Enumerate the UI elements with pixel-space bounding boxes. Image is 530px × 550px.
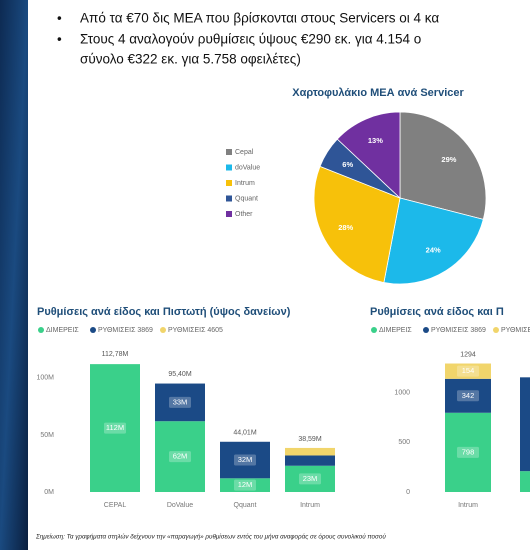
bar-segment [285,465,335,492]
bar-segment [445,412,491,492]
segment-label-box [234,454,256,466]
segment-label: 112M [106,423,124,432]
y-tick-label: 50M [40,432,54,439]
slice-label: 24% [426,245,441,254]
legend-dot [90,327,96,333]
bar-segment [520,377,530,472]
x-tick-label: DoValue [167,502,193,509]
legend-label: Qquant [235,195,258,202]
segment-label-box [299,473,321,485]
slice-label: 13% [368,136,383,145]
bullet-dot: • [57,11,62,26]
legend-label: doValue [235,164,260,171]
chart-title: Ρυθμίσεις ανά είδος και Π [370,306,504,318]
bullet: Από τα €70 δις ΜΕΑ που βρίσκονται στους … [80,11,439,26]
legend-label: Intrum [235,180,255,187]
bullet: σύνολο €322 εκ. για 5.758 οφειλέτες) [80,52,301,67]
total-label: 112,78M [102,351,129,358]
legend-dot [38,327,44,333]
x-tick-label: CEPAL [104,502,127,509]
bullet: Στους 4 αναλογούν ρυθμίσεις ύψους €290 ε… [80,32,421,47]
legend-label: ΡΥΘΜΙΣΕΙΣ 4605 [168,327,223,334]
pie-slice [399,111,487,220]
legend-dot [371,327,377,333]
legend-swatch [226,164,232,171]
legend-label: Other [235,211,253,218]
segment-label: 12M [238,480,253,489]
legend-swatch [226,211,232,217]
slice-label: 28% [338,223,353,232]
slice-label: 29% [441,155,456,164]
x-tick-label: Intrum [458,502,478,509]
legend-label: ΔΙΜΕΡΕΙΣ [46,327,79,334]
bullet-dot: • [57,32,62,47]
segment-label: 154 [462,366,475,375]
chart-title: Ρυθμίσεις ανά είδος και Πιστωτή (ύψος δα… [37,306,291,318]
legend-swatch [226,180,232,186]
legend-dot [423,327,429,333]
legend-label: ΡΥΘΜΙΣΕΙΣ 4605 [501,327,530,334]
segment-label-box [104,422,126,434]
segment-label: 798 [462,447,475,456]
bar-segment [220,441,270,479]
x-tick-label: Intrum [300,502,320,509]
segment-label: 32M [238,455,253,464]
total-label: 44,01M [233,430,257,437]
bar-segment [90,364,140,492]
bar-segment [155,383,205,422]
slice-label: 6% [342,160,353,169]
legend-label: ΡΥΘΜΙΣΕΙΣ 3869 [98,327,153,334]
pie-slice [313,165,401,283]
y-tick-label: 1000 [394,390,410,397]
total-label: 1294 [460,351,476,358]
bar-segment [445,378,491,413]
y-tick-label: 100M [36,375,54,382]
legend-label: ΔΙΜΕΡΕΙΣ [379,327,412,334]
segment-label-box [169,396,191,408]
segment-label: 342 [462,391,475,400]
bar-segment [155,421,205,492]
segment-label-box [457,446,479,458]
chart-title: Χαρτοφυλάκιο ΜΕΑ ανά Servicer [292,87,464,99]
segment-label: 62M [173,452,188,461]
legend-swatch [226,149,232,155]
legend-label: Cepal [235,149,254,156]
segment-label-box [234,479,256,491]
y-tick-label: 0M [44,489,54,496]
note: Σημείωση: Τα γραφήματα στηλών δείχνουν τ… [35,533,386,541]
segment-label-box [169,451,191,463]
y-tick-label: 500 [398,439,410,446]
edge-band [0,0,28,550]
legend-swatch [226,195,232,202]
legend-label: ΡΥΘΜΙΣΕΙΣ 3869 [431,327,486,334]
bar-segment [220,478,270,492]
legend-dot [493,327,499,333]
bar-segment [445,363,491,379]
segment-label: 33M [173,397,188,406]
y-tick-label: 0 [406,489,410,496]
total-label: 38,59M [298,436,322,443]
x-tick-label: Qquant [234,502,257,509]
pie-slice [383,197,484,285]
segment-label-box [457,365,479,377]
pie-slice [336,111,401,199]
legend-dot [160,327,166,333]
bar-segment [520,471,530,492]
bar-segment [285,447,335,456]
total-label: 95,40M [168,371,192,378]
bar-segment [285,455,335,466]
segment-label-box [457,390,479,402]
segment-label: 23M [303,474,318,483]
